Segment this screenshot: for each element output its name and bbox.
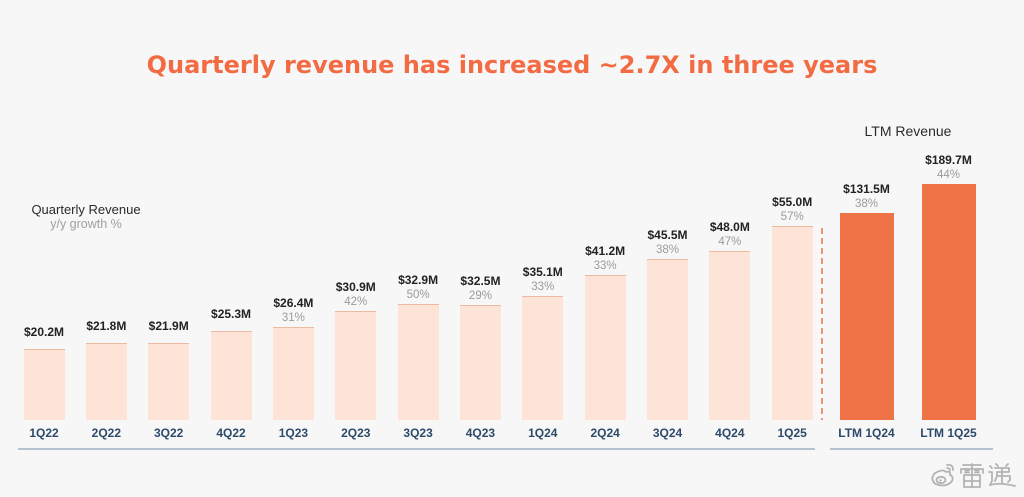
quarterly-value-label-4q22: $25.3M <box>211 306 252 321</box>
quarterly-growth-label-1q23: 31% <box>281 311 305 324</box>
quarterly-value-label-4q24: $48.0M <box>709 219 750 234</box>
quarterly-value-label-3q22: $21.9M <box>148 318 189 333</box>
ltm-category-label-ltm-1q24: LTM 1Q24 <box>838 426 895 440</box>
panel-divider <box>821 228 823 420</box>
ltm-value-label-ltm-1q24: $131.5M <box>843 182 890 196</box>
quarterly-value-label-3q23: $32.9M <box>398 272 439 287</box>
quarterly-category-label-1q24: 1Q24 <box>528 426 558 440</box>
quarterly-category-label-3q24: 3Q24 <box>652 426 683 440</box>
quarterly-bar-1q24 <box>522 296 564 420</box>
quarterly-value-label-3q24: $45.5M <box>647 228 688 243</box>
quarterly-growth-label-2q23: 42% <box>344 295 368 308</box>
ltm-axis-line <box>830 448 993 450</box>
quarterly-value-label-2q23: $30.9M <box>335 279 376 294</box>
quarterly-value-label-2q24: $41.2M <box>585 243 626 258</box>
quarterly-bar-4q23 <box>459 305 501 420</box>
quarterly-axis-line <box>18 448 815 450</box>
page-title: Quarterly revenue has increased ~2.7X in… <box>146 51 878 79</box>
quarterly-category-label-1q25: 1Q25 <box>777 426 807 440</box>
quarterly-category-label-2q23: 2Q23 <box>341 426 371 440</box>
ltm-bar-ltm-1q25 <box>921 184 976 420</box>
quarterly-category-label-1q23: 1Q23 <box>278 426 309 440</box>
watermark-logo <box>931 463 1016 488</box>
legend-series-label: Quarterly Revenue <box>31 202 141 217</box>
weibo-icon <box>931 463 954 487</box>
quarterly-category-label-2q22: 2Q22 <box>91 426 122 440</box>
quarterly-category-label-3q22: 3Q22 <box>154 426 184 440</box>
ltm-growth-label-ltm-1q24: 38% <box>854 198 879 210</box>
quarterly-bar-4q24 <box>709 250 751 420</box>
quarterly-bar-1q25 <box>771 225 813 420</box>
quarterly-growth-label-1q25: 57% <box>780 210 804 223</box>
quarterly-category-label-4q24: 4Q24 <box>715 426 745 440</box>
quarterly-growth-label-1q24: 33% <box>531 281 555 294</box>
quarterly-category-label-4q23: 4Q23 <box>465 426 496 440</box>
quarterly-bar-2q22 <box>85 343 127 420</box>
quarterly-value-label-1q24: $35.1M <box>522 265 563 280</box>
quarterly-value-label-1q22: $20.2M <box>23 324 65 339</box>
quarterly-bar-2q24 <box>584 274 626 420</box>
quarterly-value-label-2q22: $21.8M <box>86 319 127 334</box>
quarterly-bar-4q22 <box>210 330 252 420</box>
quarterly-growth-label-3q23: 50% <box>406 288 430 301</box>
legend-growth-label: y/y growth % <box>50 217 122 231</box>
quarterly-growth-label-4q24: 47% <box>718 235 742 248</box>
ltm-value-label-ltm-1q25: $189.7M <box>925 153 972 168</box>
quarterly-category-label-4q22: 4Q22 <box>216 426 246 440</box>
quarterly-value-label-1q25: $55.0M <box>772 194 813 209</box>
quarterly-value-label-4q23: $32.5M <box>460 274 501 289</box>
quarterly-category-label-3q23: 3Q23 <box>403 426 433 440</box>
quarterly-growth-label-2q24: 33% <box>593 259 617 272</box>
quarterly-bar-1q23 <box>272 326 314 420</box>
quarterly-bar-2q23 <box>335 310 377 420</box>
ltm-panel-title: LTM Revenue <box>864 123 952 139</box>
ltm-bar-ltm-1q24 <box>839 213 894 420</box>
quarterly-growth-label-3q24: 38% <box>655 244 680 257</box>
chart-legend: Quarterly Revenue y/y growth % <box>22 202 150 232</box>
quarterly-bar-3q24 <box>647 259 688 420</box>
ltm-growth-label-ltm-1q25: 44% <box>936 169 961 182</box>
watermark-text-glyphs <box>960 463 1016 488</box>
quarterly-category-label-2q24: 2Q24 <box>590 426 620 440</box>
quarterly-category-label-1q22: 1Q22 <box>29 426 59 440</box>
quarterly-bar-1q22 <box>23 348 65 420</box>
quarterly-growth-label-4q23: 29% <box>468 290 492 303</box>
quarterly-bar-3q23 <box>397 303 439 420</box>
quarterly-bar-3q22 <box>148 342 190 420</box>
quarterly-value-label-1q23: $26.4M <box>273 295 314 310</box>
ltm-category-label-ltm-1q25: LTM 1Q25 <box>920 426 977 440</box>
